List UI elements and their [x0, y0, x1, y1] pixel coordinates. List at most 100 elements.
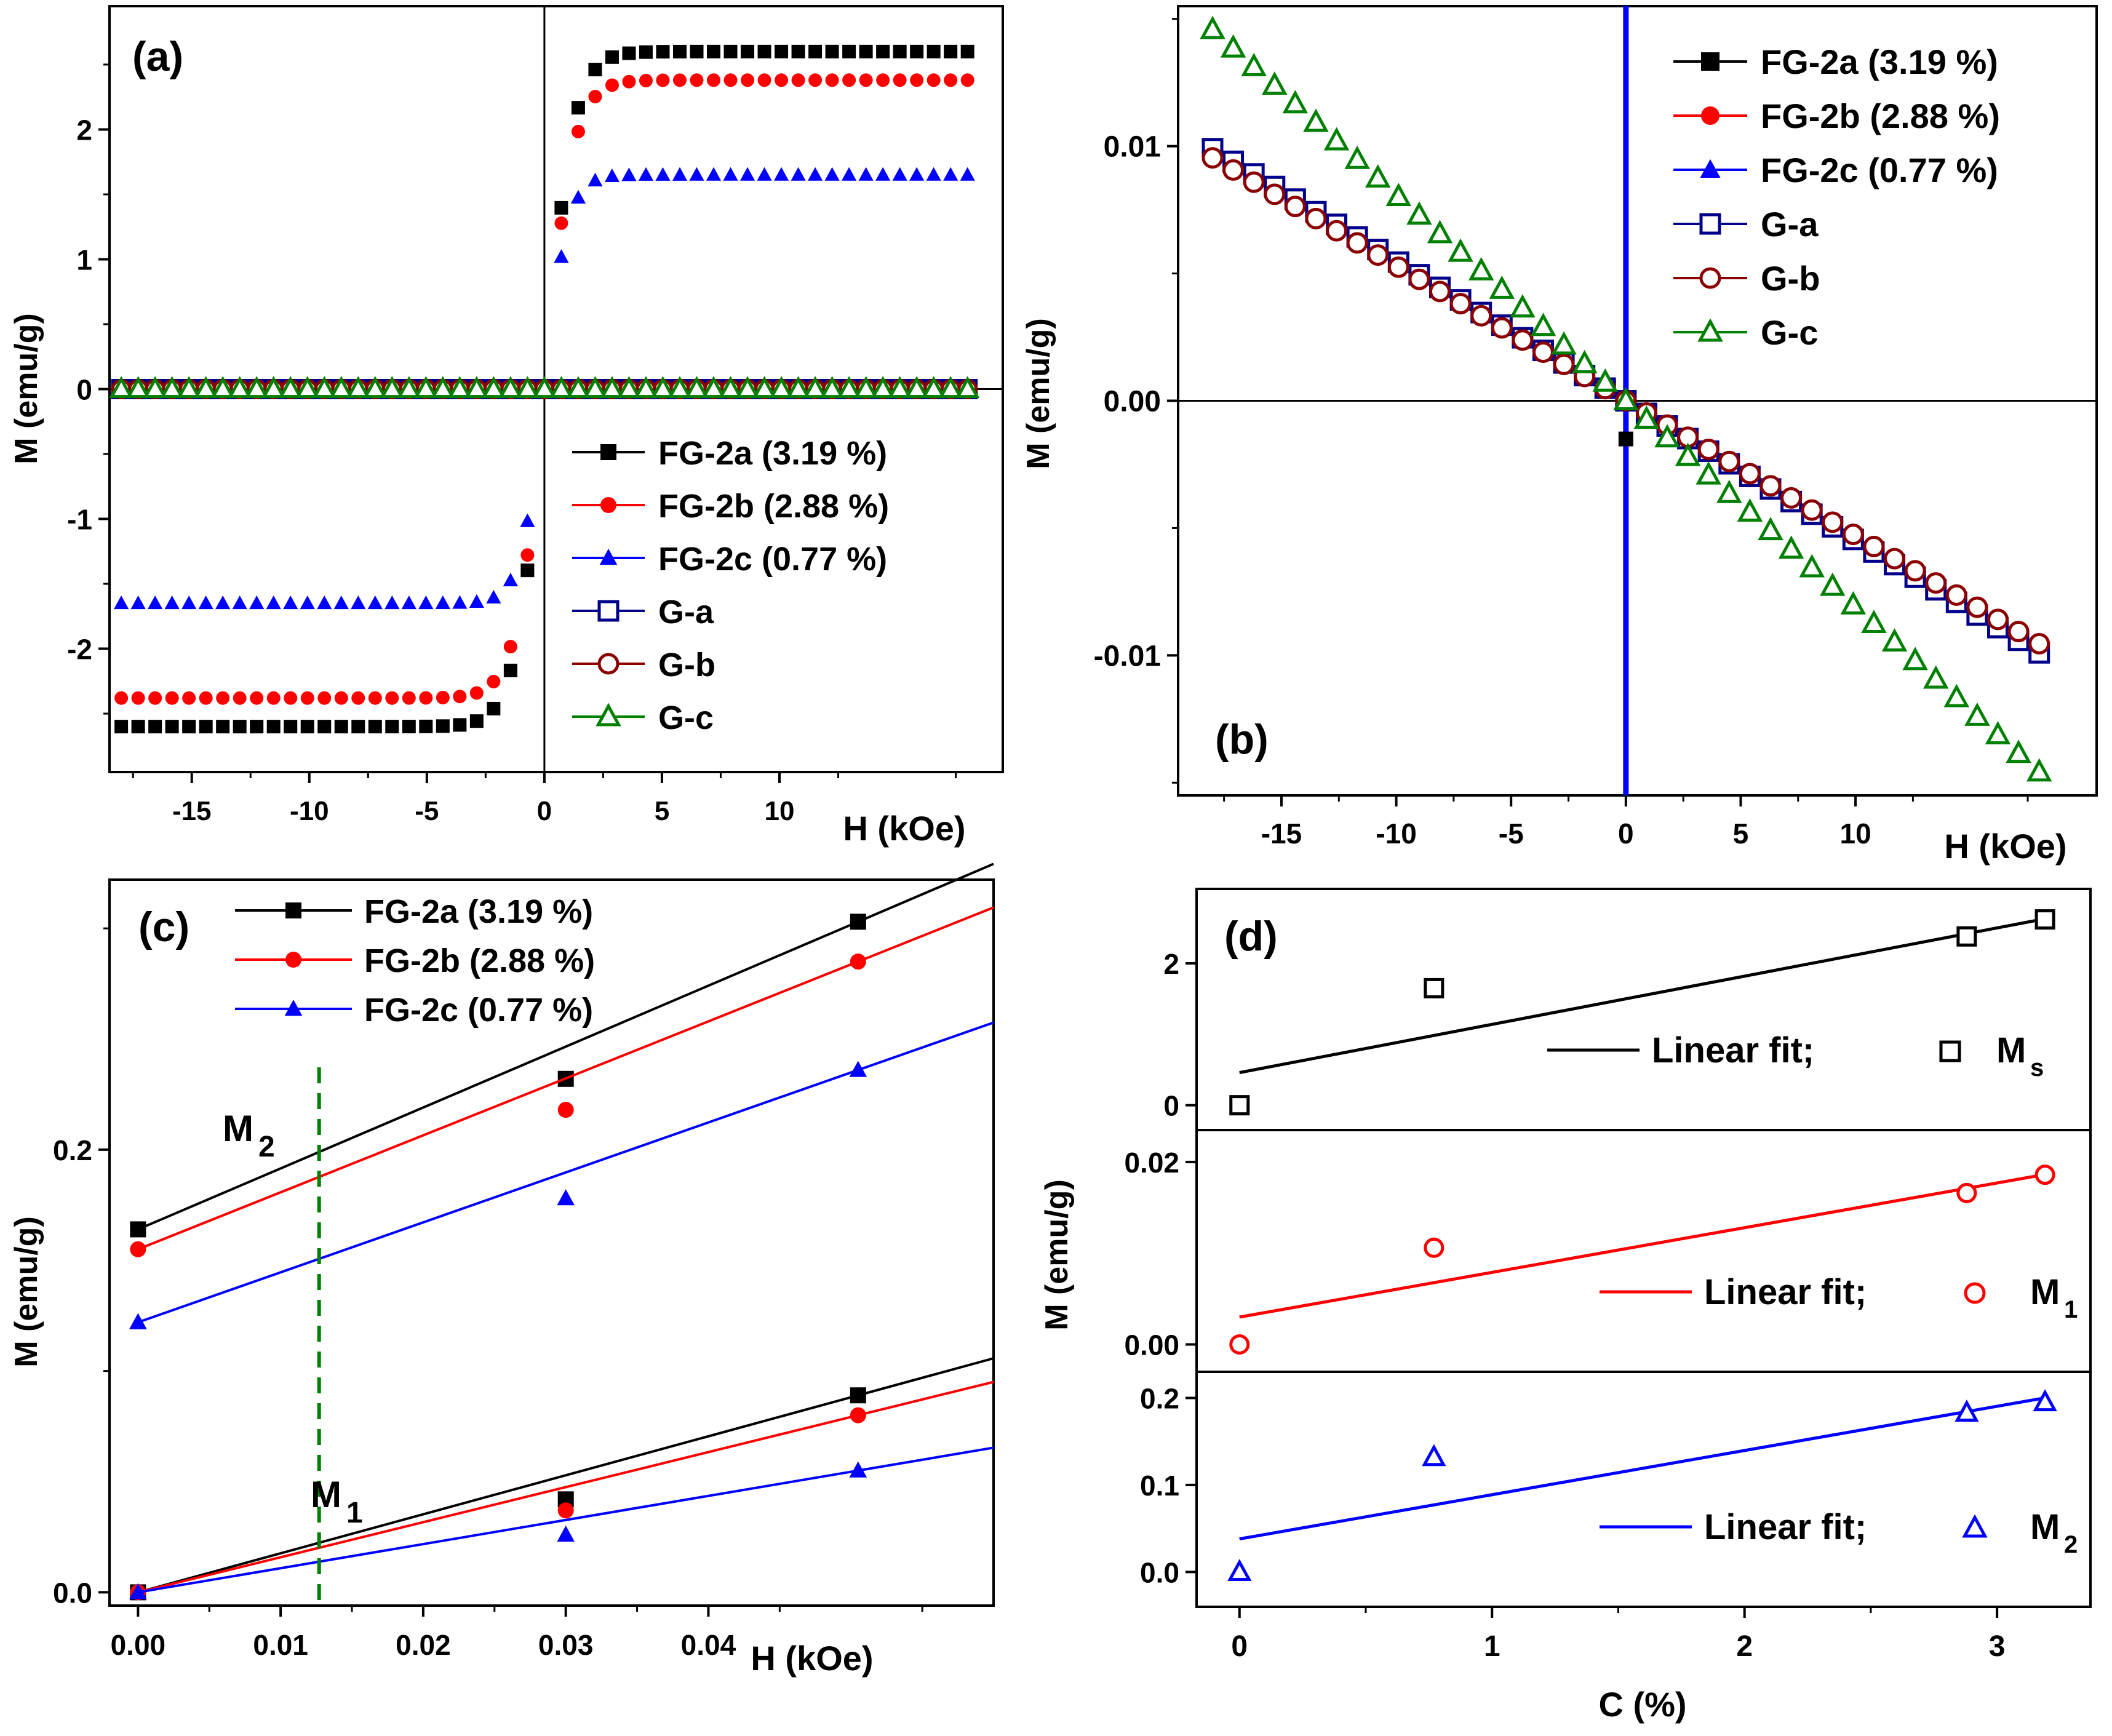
panel-a-point [656, 45, 670, 59]
panel-b-point [1654, 424, 1680, 448]
panel-a-point [487, 701, 501, 715]
panel-a-point [402, 720, 416, 734]
panel-a-point [741, 73, 755, 87]
panel-d-x-axis-label: C (%) [1598, 1685, 1686, 1724]
panel-a-point [600, 376, 624, 399]
panel-b-point [1985, 721, 2011, 745]
panel-c-point [850, 1407, 866, 1423]
panel-a-point [469, 686, 484, 700]
panel-b-point [1945, 584, 1967, 606]
panel-c-x-axis-label: H (kOe) [751, 1639, 873, 1678]
panel-b-legend-label: G-c [1761, 313, 1818, 352]
panel-a-point [447, 376, 472, 399]
panel-a-point [672, 167, 688, 181]
panel-c-point [849, 1461, 867, 1478]
panel-d-legend-symbol: M [2030, 1507, 2060, 1547]
panel-b-point [1902, 647, 1928, 671]
panel-c-annotation-m2: M [223, 1108, 253, 1149]
panel-b-point [1613, 387, 1639, 410]
panel-b-point [1739, 463, 1761, 485]
panel-b-point [1863, 535, 1885, 557]
panel-a-point [143, 376, 167, 399]
panel-b-point [1759, 475, 1782, 497]
panel-a-point [244, 376, 269, 399]
panel-a-point [402, 691, 416, 705]
panel-a-point [735, 376, 760, 399]
panel-a-legend-label: G-b [658, 647, 715, 683]
panel-b-point [1966, 596, 1988, 618]
panel-b-point [1510, 294, 1536, 318]
panel-b-legend-label: FG-2c (0.77 %) [1761, 151, 1998, 189]
panel-d-y-tick-label: 0.0 [1140, 1556, 1179, 1588]
panel-a-x-tick-label: 0 [537, 796, 552, 826]
panel-c-x-tick-label: 0.03 [538, 1629, 594, 1661]
panel-b-point [1243, 171, 1265, 193]
panel-a-point [199, 691, 213, 705]
panel-a-point [824, 167, 840, 181]
panel-a-point [317, 720, 332, 734]
panel-a-point [859, 73, 873, 87]
panel-a-point [819, 376, 845, 399]
panel-a-point [210, 376, 235, 399]
panel-b-point [1489, 276, 1515, 299]
panel-b-point [2007, 621, 2030, 643]
panel-b-legend-marker [1699, 213, 1721, 235]
panel-d-subplot-frame [1195, 1129, 2092, 1373]
panel-c-point [130, 1221, 146, 1238]
panel-c-legend-marker [285, 902, 301, 918]
panel-a-point [775, 44, 789, 58]
panel-a-point [177, 376, 201, 399]
panel-a-point [707, 73, 721, 87]
panel-b-point [1427, 220, 1453, 244]
panel-a-x-tick-label: -15 [172, 796, 212, 826]
panel-b-point [1592, 368, 1618, 392]
panel-b-point [1491, 317, 1513, 339]
panel-d-x-tick-label: 0 [1231, 1630, 1248, 1663]
panel-c-y-tick-label: 0.0 [53, 1577, 92, 1609]
panel-a-point [554, 249, 569, 263]
panel-a-point [385, 720, 399, 734]
panel-a-point [570, 189, 586, 204]
panel-a-point [875, 167, 891, 181]
panel-d-legend-marker [1962, 1514, 1988, 1538]
panel-d-y-tick-label: 0.2 [1140, 1382, 1179, 1414]
panel-d-legend-subscript: 2 [2064, 1531, 2078, 1558]
panel-a-point [757, 73, 771, 87]
panel-a-point [464, 376, 489, 399]
panel-c-fit-line [138, 1446, 994, 1594]
panel-a-point [351, 595, 366, 610]
panel-b-point [1323, 127, 1350, 151]
panel-a-point [515, 376, 540, 399]
panel-b-point [1305, 207, 1327, 229]
panel-a-x-tick-label: -5 [415, 796, 439, 826]
panel-d-x-tick-label: 3 [1989, 1630, 2006, 1663]
panel-d-subplot: 0.0 0.1 0.2 Linear fit; M 2 [1140, 1371, 2092, 1608]
panel-a-point [419, 691, 433, 705]
panel-a-point [283, 595, 298, 610]
panel-a-point [944, 44, 958, 58]
panel-a-point [571, 101, 585, 115]
panel-a-point [109, 376, 133, 399]
panel-a-y-axis-label: M (emu/g) [9, 313, 44, 464]
panel-c-point [129, 1583, 147, 1599]
panel-a-series [114, 73, 974, 705]
panel-b-point [1201, 147, 1224, 169]
panel-a-point [469, 714, 484, 728]
panel-a-point [588, 89, 602, 103]
panel-b-point [1987, 608, 2009, 631]
panel-a-point [871, 376, 895, 399]
panel-b-point [1365, 164, 1391, 188]
panel-d-point [2034, 909, 2055, 930]
panel-b-point [1904, 560, 1926, 582]
panel-c-series [129, 1021, 994, 1599]
panel-a-point [706, 167, 722, 181]
panel-a-legend-marker [600, 497, 616, 513]
panel-a-point [312, 376, 337, 399]
panel-a-point [938, 376, 963, 399]
panel-c-x-tick-label: 0.04 [681, 1629, 736, 1661]
panel-c-point [130, 1241, 146, 1257]
panel-d-y-tick-label: 0.02 [1124, 1147, 1179, 1179]
panel-a-point [910, 73, 924, 87]
panel-b-point [1470, 305, 1492, 327]
panel-b: -15 -10 -5 0 5 10 -0.01 0.00 0.01 H (kOe) M (emu/g… [1021, 5, 2098, 866]
